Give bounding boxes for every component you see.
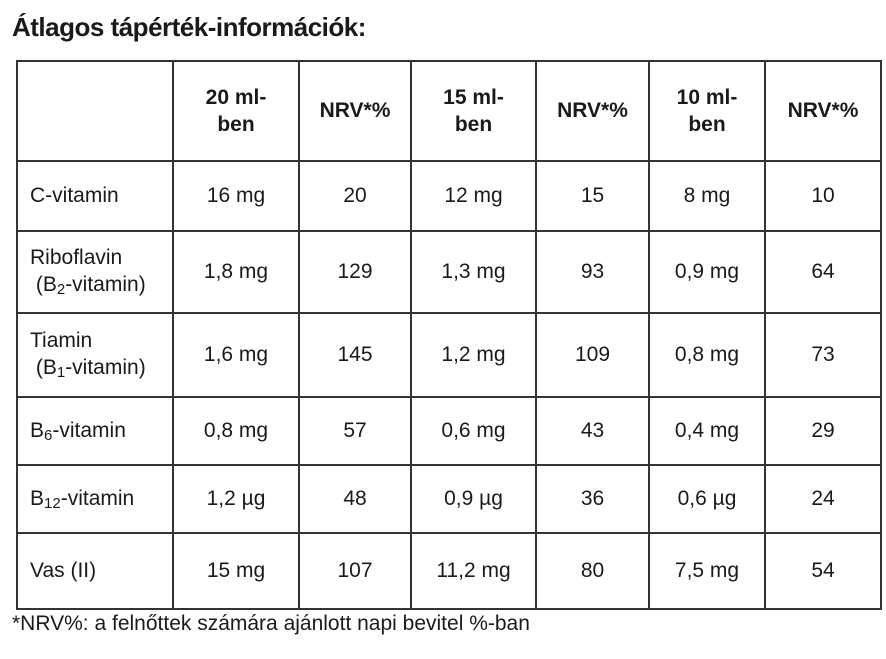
- data-cell: 57: [298, 396, 412, 466]
- data-cell: 0,6 mg: [410, 396, 537, 466]
- data-cell: 48: [298, 464, 412, 534]
- row-label: B12-vitamin: [16, 464, 174, 534]
- label-text: -vitamin: [52, 418, 126, 442]
- data-cell: 54: [764, 532, 882, 610]
- data-cell: 145: [298, 312, 412, 398]
- data-cell: 43: [535, 396, 650, 466]
- table-row: Tiamin (B1-vitamin) 1,6 mg 145 1,2 mg 109 0,8…: [16, 312, 882, 398]
- data-cell: 0,9 mg: [648, 230, 766, 314]
- header-cell: 20 ml-ben: [172, 60, 300, 162]
- table-header: 20 ml-ben NRV*% 15 ml-ben NRV*% 10 ml-ben NRV…: [16, 60, 882, 162]
- row-label: Vas (II): [16, 532, 174, 610]
- header-cell: NRV*%: [535, 60, 650, 162]
- title: Átlagos tápérték-információk:: [12, 12, 366, 42]
- row-label: C-vitamin: [16, 160, 174, 232]
- data-cell: 129: [298, 230, 412, 314]
- data-cell: 0,9 µg: [410, 464, 537, 534]
- data-cell: 10: [764, 160, 882, 232]
- header-text: 10 ml-: [676, 85, 738, 109]
- header-text: 15 ml-: [443, 85, 504, 109]
- data-cell: 109: [535, 312, 650, 398]
- label-text: -vitamin: [60, 486, 135, 510]
- table-body: C-vitamin 16 mg 20 12 mg 15 8 mg 10 Riboflavin …: [16, 160, 882, 610]
- data-cell: 0,4 mg: [648, 396, 766, 466]
- row-label: Tiamin (B1-vitamin): [16, 312, 174, 398]
- row-label: B6-vitamin: [16, 396, 174, 466]
- label-text: C-vitamin: [30, 184, 119, 208]
- data-cell: 20: [298, 160, 412, 232]
- data-cell: 29: [764, 396, 882, 466]
- header-text: ben: [454, 113, 493, 136]
- label-subscript: 6: [44, 426, 53, 444]
- header-cell: NRV*%: [764, 60, 882, 162]
- data-cell: 1,2 mg: [410, 312, 537, 398]
- table-row: Vas (II) 15 mg 107 11,2 mg 80 7,5 mg 54: [16, 532, 882, 610]
- header-row: 20 ml-ben NRV*% 15 ml-ben NRV*% 10 ml-ben NRV…: [16, 60, 882, 162]
- label-subscript: 12: [44, 494, 61, 512]
- data-cell: 15: [535, 160, 650, 232]
- label-text: (B: [35, 356, 57, 380]
- header-text: NRV*%: [787, 99, 859, 123]
- data-cell: 12 mg: [410, 160, 537, 232]
- data-cell: 0,8 mg: [172, 396, 300, 466]
- data-cell: 73: [764, 312, 882, 398]
- data-cell: 107: [298, 532, 412, 610]
- header-cell: 10 ml-ben: [648, 60, 766, 162]
- label-text: B: [30, 486, 45, 510]
- label-text: Riboflavin: [30, 246, 123, 270]
- data-cell: 0,8 mg: [648, 312, 766, 398]
- label-text: Vas (II): [30, 559, 97, 583]
- header-cell: 15 ml-ben: [410, 60, 537, 162]
- label-text: B: [30, 418, 45, 442]
- header-text: NRV*%: [319, 99, 391, 123]
- label-text: Tiamin: [30, 329, 93, 353]
- data-cell: 7,5 mg: [648, 532, 766, 610]
- data-cell: 36: [535, 464, 650, 534]
- data-cell: 1,6 mg: [172, 312, 300, 398]
- label-subscript: 1: [56, 364, 66, 382]
- nutrition-table: 20 ml-ben NRV*% 15 ml-ben NRV*% 10 ml-ben NRV…: [16, 60, 882, 610]
- footnote: *NRV%: a felnőttek számára ajánlott napi…: [12, 612, 530, 635]
- data-cell: 1,8 mg: [172, 230, 300, 314]
- data-cell: 64: [764, 230, 882, 314]
- data-cell: 24: [764, 464, 882, 534]
- label-text: -vitamin): [65, 356, 146, 380]
- data-cell: 80: [535, 532, 650, 610]
- table-row: B6-vitamin 0,8 mg 57 0,6 mg 43 0,4 mg 29: [16, 396, 882, 466]
- table-row: C-vitamin 16 mg 20 12 mg 15 8 mg 10: [16, 160, 882, 232]
- data-cell: 1,2 µg: [172, 464, 300, 534]
- table-row: B12-vitamin 1,2 µg 48 0,9 µg 36 0,6 µg 24: [16, 464, 882, 534]
- data-cell: 15 mg: [172, 532, 300, 610]
- row-label: Riboflavin (B2-vitamin): [16, 230, 174, 314]
- data-cell: 0,6 µg: [648, 464, 766, 534]
- header-text: ben: [217, 113, 255, 136]
- data-cell: 1,3 mg: [410, 230, 537, 314]
- header-text: ben: [688, 113, 726, 136]
- data-cell: 16 mg: [172, 160, 300, 232]
- table-row: Riboflavin (B2-vitamin) 1,8 mg 129 1,3 mg 93…: [16, 230, 882, 314]
- label-text: (B: [35, 273, 57, 297]
- header-cell: [16, 60, 174, 162]
- label-subscript: 2: [56, 281, 66, 299]
- header-cell: NRV*%: [298, 60, 412, 162]
- data-cell: 11,2 mg: [410, 532, 537, 610]
- header-text: 20 ml-: [205, 85, 267, 109]
- label-text: -vitamin): [65, 273, 146, 297]
- data-cell: 8 mg: [648, 160, 766, 232]
- header-text: NRV*%: [557, 99, 628, 123]
- data-cell: 93: [535, 230, 650, 314]
